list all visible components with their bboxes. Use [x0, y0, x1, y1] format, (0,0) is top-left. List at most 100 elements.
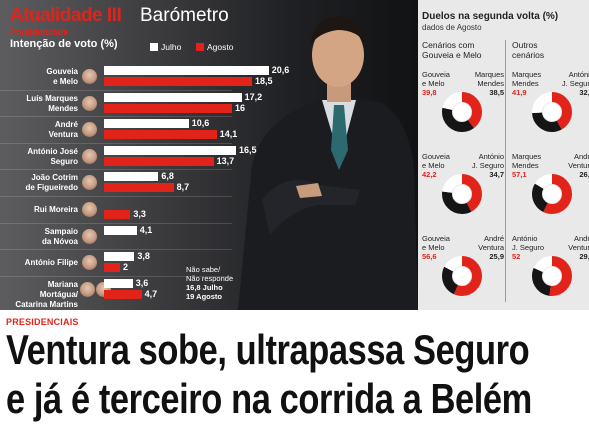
bar-value-agosto: 14,1: [219, 129, 238, 140]
bar-agosto: [104, 183, 174, 193]
donut-slice-other: [442, 174, 482, 214]
duel-right-name: Ventura: [568, 243, 589, 252]
bar-agosto: [104, 156, 214, 166]
donut-slice-right: [442, 174, 482, 214]
duel-left-value: 39,8: [422, 88, 437, 97]
candidate-label: Mariana Mortágua/Catarina Martins: [10, 280, 78, 310]
bar-julho: [104, 172, 159, 182]
candidate-label: Rui Moreira: [10, 205, 78, 215]
bar-value-julho: 16,5: [239, 144, 257, 155]
legend-julho: Julho: [150, 42, 181, 52]
candidate-label: João Cotrim de Figueiredo: [10, 173, 78, 193]
candidate-label-line1: António José: [27, 146, 78, 156]
bar-value-julho: 3,8: [137, 251, 150, 262]
candidate-label-line2: de Figueiredo: [25, 183, 78, 193]
bar-julho: [104, 252, 135, 262]
donut-hole: [543, 185, 561, 203]
legend-label-julho: Julho: [161, 42, 182, 52]
candidate-label-line1: Gouveia: [46, 67, 78, 76]
duel-left-value: 41,9: [512, 88, 527, 97]
duel-right-name: Ventura: [568, 161, 589, 170]
candidate-label: Luís Marques Mendes: [10, 94, 78, 114]
duel-left-name: Marques: [512, 152, 542, 161]
candidate-label-line1: André: [54, 120, 78, 130]
candidate-avatar: [82, 202, 97, 217]
candidate-label-line2: Mendes: [48, 103, 78, 113]
duelos-col1-header: Cenários com Gouveia e Melo: [422, 40, 482, 60]
candidate-label-line2: Seguro: [50, 156, 78, 166]
nao-sabe-note: Não sabe/ Não responde 16,8 Julho 19 Ago…: [186, 265, 233, 301]
donut-hole: [543, 103, 561, 121]
bar-value-agosto: 8,7: [176, 182, 190, 193]
duel-left-name: Mendes: [512, 79, 539, 88]
duel-left-name: Marques: [512, 70, 542, 79]
duel-left-label: António J. Seguro 52: [512, 234, 544, 261]
article-kicker: PRESIDENCIAIS: [6, 317, 79, 327]
duel-left-name: e Melo: [422, 243, 445, 252]
row-separator: [0, 142, 232, 144]
bar-value-julho: 20,6: [271, 65, 290, 75]
bar-value-julho: 6,8: [161, 171, 174, 182]
bar-agosto: [104, 210, 131, 219]
duel-left-value: 57,1: [512, 170, 527, 179]
duel-left-value: 56,6: [422, 252, 437, 261]
candidate-label-line2: Catarina Martins: [15, 299, 78, 309]
duel-right-value: 29,5: [579, 252, 589, 261]
duel-donut: [532, 256, 572, 296]
legend-swatch-julho: [150, 43, 158, 51]
row-separator: [0, 249, 232, 251]
bar-julho: [104, 278, 133, 288]
bar-value-julho: 3,6: [135, 277, 149, 288]
duel-left-label: Gouveia e Melo 39,8: [422, 70, 450, 97]
bar-value-julho: 10,6: [191, 118, 210, 129]
row-separator: [0, 196, 232, 197]
candidate-avatar: [82, 175, 97, 191]
bar-julho: [104, 145, 236, 155]
barometro-graphic: Atualidade III Barómetro Presidenciais I…: [0, 0, 589, 310]
duel-left-name: António: [512, 234, 538, 243]
duel-donut: [532, 92, 572, 132]
candidate-label: António José Seguro: [10, 147, 78, 167]
section-label: Atualidade III: [10, 5, 122, 26]
legend-swatch-agosto: [196, 43, 204, 51]
duel-left-value: 52: [512, 252, 521, 261]
donut-slice-right: [532, 174, 572, 214]
candidate-label-line1: António Filipe: [24, 258, 78, 268]
duel-right-label: AndréVentura29,5: [552, 234, 589, 261]
duel-right-name: António: [478, 152, 504, 161]
col1-line2: Gouveia e Melo: [422, 50, 482, 60]
candidate-label: André Ventura: [10, 120, 78, 140]
donut-hole: [453, 103, 471, 121]
nao-sabe-line1: Não sabe/: [186, 265, 221, 274]
duel-left-name: Gouveia: [422, 234, 450, 243]
row-separator: [0, 222, 232, 224]
duel-right-value: 26,5: [579, 170, 589, 179]
bar-agosto: [104, 130, 217, 140]
duel-right-name: António: [568, 70, 589, 79]
candidate-avatar: [82, 228, 97, 244]
duel-right-name: J. Seguro: [561, 79, 589, 88]
donut-slice-right: [442, 256, 482, 296]
candidate-label-line1: Mariana Mortágua/: [39, 279, 78, 299]
duel-right-name: J. Seguro: [471, 161, 504, 170]
nao-sabe-line2: Não responde: [186, 274, 234, 283]
bar-julho: [104, 92, 242, 102]
col2-line1: Outros: [512, 40, 538, 50]
legend-label-agosto: Agosto: [207, 42, 234, 52]
bar-agosto: [104, 263, 120, 273]
donut-hole: [453, 185, 471, 203]
donut-hole: [543, 267, 561, 285]
candidate-label-line1: Rui Moreira: [33, 205, 78, 214]
duel-left-value: 42,2: [422, 170, 437, 179]
candidate-label-line2: e Melo: [53, 77, 78, 86]
duel-donut: [442, 92, 482, 132]
bar-value-agosto: 13,7: [216, 155, 235, 166]
bar-value-agosto: 18,5: [255, 76, 273, 86]
candidate-avatar: [82, 148, 97, 164]
candidate-label-line2: da Nóvoa: [41, 236, 78, 246]
candidate-avatar: [82, 95, 97, 111]
kicker-small: Presidenciais: [10, 27, 69, 37]
candidate-label: Sampaio da Nóvoa: [10, 227, 78, 247]
donut-slice-other: [442, 92, 482, 132]
candidate-label-line1: Sampaio: [44, 226, 78, 236]
